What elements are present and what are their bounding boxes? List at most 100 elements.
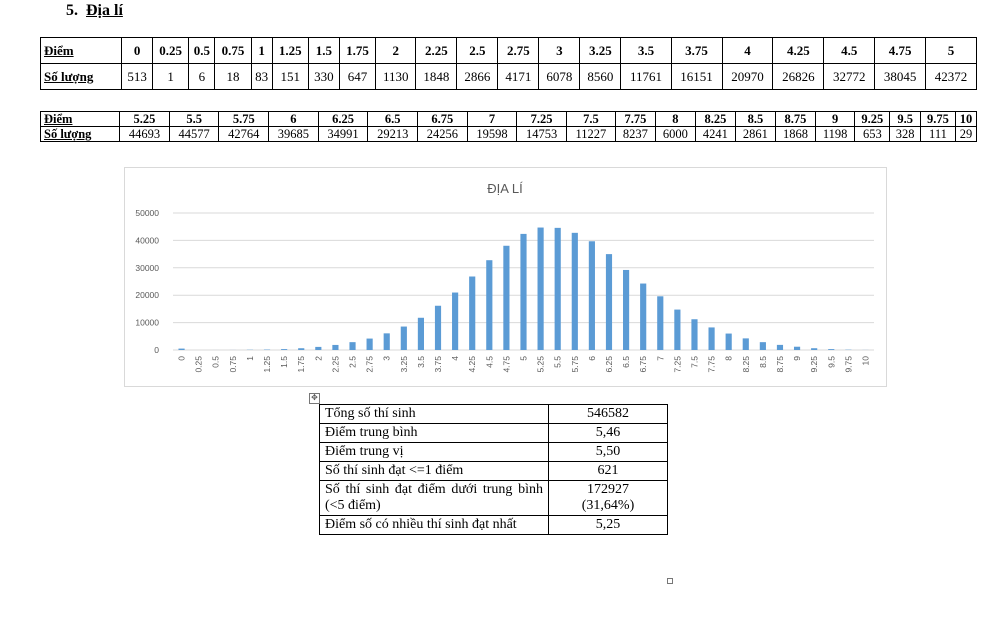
score-cell: 6 bbox=[268, 111, 319, 127]
count-cell: 653 bbox=[854, 126, 891, 142]
score-cell: 2.25 bbox=[415, 37, 458, 64]
bar bbox=[452, 292, 459, 350]
y-tick-label: 40000 bbox=[135, 235, 159, 245]
x-tick-label: 4.75 bbox=[501, 356, 511, 373]
x-tick-label: 0.25 bbox=[194, 356, 204, 373]
bar bbox=[366, 338, 373, 350]
y-tick-label: 0 bbox=[154, 345, 159, 355]
count-cell: 4171 bbox=[497, 63, 540, 90]
count-cell: 330 bbox=[307, 63, 340, 90]
x-tick-label: 1.75 bbox=[296, 356, 306, 373]
score-cell: 8.25 bbox=[694, 111, 736, 127]
stats-value: 5,46 bbox=[548, 423, 668, 443]
x-tick-label: 7.75 bbox=[707, 356, 717, 373]
score-cell: 8.75 bbox=[774, 111, 816, 127]
count-cell: 44693 bbox=[119, 126, 170, 142]
x-tick-label: 6.25 bbox=[604, 356, 614, 373]
bar bbox=[469, 276, 476, 350]
stats-label: Tổng số thí sinh bbox=[319, 404, 549, 424]
bar bbox=[503, 245, 510, 350]
stats-row: Điểm trung bình 5,46 bbox=[319, 423, 668, 443]
count-cell: 26826 bbox=[772, 63, 825, 90]
bar bbox=[605, 254, 613, 350]
x-tick-label: 3.5 bbox=[416, 356, 426, 368]
x-tick-label: 8.25 bbox=[741, 356, 751, 373]
x-tick-label: 4.25 bbox=[467, 356, 477, 373]
score-cell: 7.5 bbox=[565, 111, 616, 127]
count-cell: 1848 bbox=[415, 63, 458, 90]
score-cell: 1.75 bbox=[338, 37, 377, 64]
count-cell: 29213 bbox=[367, 126, 419, 142]
score-row-label: Điểm bbox=[40, 37, 122, 64]
score-cell: 4.75 bbox=[874, 37, 927, 64]
score-cell: 6.5 bbox=[367, 111, 419, 127]
bar bbox=[400, 326, 407, 350]
stats-value: 621 bbox=[548, 461, 668, 481]
score-cell: 4 bbox=[721, 37, 774, 64]
bar bbox=[486, 260, 493, 350]
stats-label: Số thí sinh đạt <=1 điểm bbox=[319, 461, 549, 481]
count-cell: 1868 bbox=[774, 126, 816, 142]
count-cell: 44577 bbox=[168, 126, 220, 142]
bar bbox=[178, 348, 185, 350]
stats-value: 5,50 bbox=[548, 442, 668, 462]
x-tick-label: 6.75 bbox=[638, 356, 648, 373]
count-cell: 2866 bbox=[456, 63, 499, 90]
stats-value-count: 172927 bbox=[587, 482, 629, 497]
bar bbox=[759, 342, 766, 350]
x-tick-label: 3 bbox=[382, 356, 392, 361]
x-tick-label: 5.75 bbox=[570, 356, 580, 373]
score-row-label: Điểm bbox=[39, 111, 121, 127]
count-cell: 29 bbox=[955, 126, 977, 142]
score-cell: 6.25 bbox=[317, 111, 369, 127]
score-cell: 8.5 bbox=[734, 111, 776, 127]
score-cell: 9.5 bbox=[889, 111, 921, 127]
section-number: 5. bbox=[66, 2, 78, 19]
count-cell: 42764 bbox=[218, 126, 270, 142]
x-tick-label: 9 bbox=[792, 356, 802, 361]
x-tick-label: 0.5 bbox=[211, 356, 221, 368]
table-resize-handle[interactable] bbox=[667, 578, 673, 584]
bar bbox=[640, 283, 647, 350]
bar bbox=[554, 227, 561, 350]
count-cell: 20970 bbox=[721, 63, 774, 90]
x-tick-label: 3.75 bbox=[433, 356, 443, 373]
score-cell: 1.25 bbox=[271, 37, 309, 64]
bar bbox=[571, 232, 578, 350]
bar bbox=[811, 348, 818, 350]
score-table-1: Điểm 0 0.25 0.5 0.75 1 1.25 1.5 1.75 2 2.25 2.5 2.75… bbox=[40, 37, 977, 90]
score-cell: 5.25 bbox=[119, 111, 170, 127]
score-cell: 8 bbox=[654, 111, 696, 127]
count-cell: 4241 bbox=[694, 126, 736, 142]
bar bbox=[793, 346, 801, 350]
score-cell: 7 bbox=[466, 111, 518, 127]
x-tick-label: 5 bbox=[519, 356, 529, 361]
score-cell: 3.75 bbox=[670, 37, 723, 64]
count-cell: 2861 bbox=[734, 126, 776, 142]
x-tick-label: 2.25 bbox=[330, 356, 340, 373]
bar bbox=[298, 348, 305, 350]
score-cell: 3.25 bbox=[579, 37, 622, 64]
score-cell: 7.75 bbox=[614, 111, 656, 127]
count-cell: 83 bbox=[250, 63, 273, 90]
score-distribution-chart[interactable]: ĐỊA LÍ 0 10000 20000 30000 40000 50000 0 0.25 0… bbox=[124, 167, 887, 387]
count-cell: 24256 bbox=[417, 126, 468, 142]
x-tick-label: 2.75 bbox=[365, 356, 375, 373]
x-tick-label: 9.75 bbox=[843, 356, 853, 373]
stats-row: Số thí sinh đạt <=1 điểm 621 bbox=[319, 461, 668, 481]
score-row: Điểm 0 0.25 0.5 0.75 1 1.25 1.5 1.75 2 2.25 2.5 2.75… bbox=[40, 37, 977, 64]
score-cell: 5.5 bbox=[168, 111, 220, 127]
score-table-2: Điểm 5.25 5.5 5.75 6 6.25 6.5 6.75 7 7.25 7.5 7.75 8… bbox=[39, 111, 977, 142]
table-move-handle-icon[interactable]: ✥ bbox=[309, 393, 320, 404]
score-cell: 6.75 bbox=[417, 111, 468, 127]
stats-label: Điểm số có nhiều thí sinh đạt nhất bbox=[319, 515, 549, 535]
x-tick-label: 10 bbox=[860, 356, 870, 366]
y-tick-label: 10000 bbox=[135, 318, 159, 328]
score-cell: 9.75 bbox=[919, 111, 957, 127]
stats-value: 546582 bbox=[548, 404, 668, 424]
stats-row: Tổng số thí sinh 546582 bbox=[319, 404, 668, 424]
x-tick-label: 8.75 bbox=[775, 356, 785, 373]
score-cell: 2.75 bbox=[497, 37, 540, 64]
bar bbox=[537, 227, 544, 350]
stats-row: Điểm số có nhiều thí sinh đạt nhất 5,25 bbox=[319, 515, 668, 535]
